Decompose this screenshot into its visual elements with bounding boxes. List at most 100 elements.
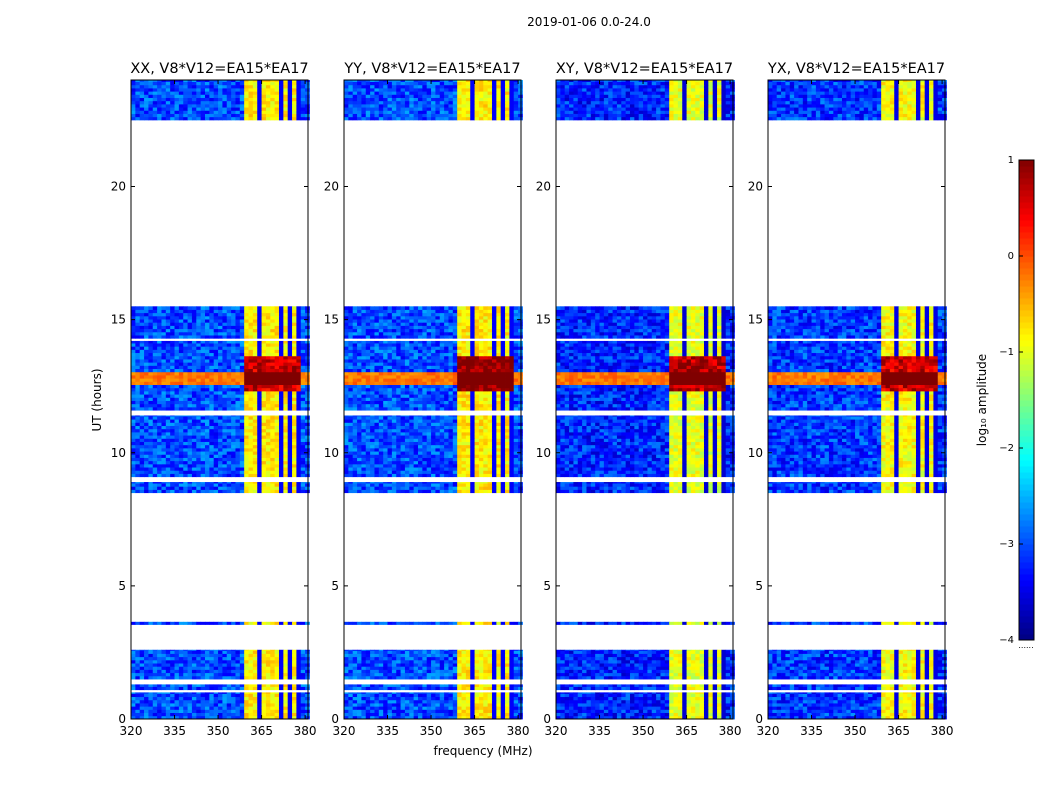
heatmap-cell (218, 428, 223, 433)
heatmap-cell (426, 669, 432, 674)
heatmap-cell (144, 397, 149, 401)
heatmap-cell (174, 419, 180, 423)
heatmap-cell (165, 460, 171, 465)
heatmap-cell (218, 375, 223, 379)
heatmap-cell (161, 659, 167, 664)
heatmap-cell (235, 378, 241, 382)
heatmap-cell (135, 319, 141, 323)
heatmap-cell (170, 703, 175, 707)
heatmap-cell (178, 80, 184, 82)
heatmap-cell (300, 415, 306, 417)
heatmap-cell (191, 87, 197, 92)
heatmap-cell (305, 378, 310, 382)
heatmap-cell (178, 403, 184, 408)
heatmap-cell (265, 406, 271, 411)
heatmap-cell (252, 365, 258, 370)
heatmap-cell (157, 684, 162, 687)
heatmap-cell (218, 656, 223, 661)
heatmap-cell (461, 473, 467, 478)
heatmap-cell (292, 116, 297, 121)
heatmap-cell (465, 486, 471, 490)
heatmap-cell (139, 415, 145, 417)
heatmap-cell (487, 712, 493, 717)
heatmap-cell (518, 703, 523, 707)
heatmap-cell (235, 110, 241, 114)
heatmap-cell (274, 672, 280, 677)
heatmap-cell (500, 486, 506, 490)
heatmap-cell (270, 306, 276, 310)
heatmap-cell (278, 422, 284, 426)
heatmap-cell (209, 340, 215, 344)
heatmap-cell (204, 312, 210, 317)
heatmap-cell (161, 473, 167, 478)
heatmap-cell (157, 441, 162, 446)
heatmap-cell (287, 400, 293, 405)
heatmap-cell (178, 309, 184, 314)
heatmap-cell (148, 315, 154, 320)
heatmap-cell (231, 306, 236, 310)
heatmap-cell (396, 692, 401, 694)
heatmap-cell (261, 100, 267, 105)
heatmap-cell (257, 368, 262, 373)
heatmap-cell (448, 672, 454, 677)
heatmap-cell (161, 97, 167, 102)
heatmap-cell (148, 482, 154, 484)
heatmap-cell (148, 368, 154, 373)
heatmap-cell (222, 669, 228, 674)
heatmap-cell (222, 649, 228, 651)
heatmap-cell (157, 355, 162, 360)
heatmap-cell (287, 319, 293, 323)
heatmap-cell (404, 669, 410, 674)
heatmap-cell (409, 715, 415, 720)
heatmap-cell (300, 460, 306, 465)
heatmap-cell (148, 355, 154, 360)
heatmap-cell (235, 416, 241, 420)
heatmap-cell (165, 483, 171, 487)
heatmap-cell (170, 669, 175, 674)
heatmap-cell (278, 91, 284, 95)
heatmap-cell (270, 482, 276, 484)
heatmap-cell (270, 113, 276, 118)
heatmap-cell (444, 686, 449, 691)
heatmap-cell (244, 406, 249, 411)
heatmap-cell (435, 669, 441, 674)
heatmap-cell (231, 343, 236, 347)
heatmap-cell (287, 416, 293, 420)
heatmap-cell (131, 309, 136, 314)
heatmap-cell (296, 467, 302, 471)
heatmap-cell (444, 666, 449, 670)
heatmap-cell (165, 444, 171, 449)
heatmap-cell (144, 325, 149, 330)
heatmap-cell (218, 699, 223, 704)
heatmap-cell (152, 87, 158, 92)
heatmap-cell (144, 113, 149, 118)
heatmap-cell (296, 349, 302, 354)
heatmap-cell (252, 116, 258, 121)
heatmap-cell (218, 103, 223, 108)
heatmap-cell (244, 441, 249, 446)
heatmap-cell (178, 693, 184, 698)
heatmap-cell (148, 397, 154, 401)
heatmap-cell (365, 693, 371, 698)
heatmap-cell (144, 699, 149, 704)
heatmap-cell (305, 441, 310, 446)
heatmap-cell (365, 489, 371, 494)
heatmap-cell (496, 663, 502, 667)
heatmap-cell (157, 656, 162, 661)
heatmap-cell (292, 322, 297, 326)
heatmap-cell (426, 706, 432, 710)
heatmap-cell (248, 659, 254, 664)
heatmap-cell (357, 709, 362, 714)
heatmap-cell (457, 653, 462, 658)
heatmap-cell (426, 684, 432, 687)
heatmap-cell (270, 415, 276, 417)
heatmap-cell (391, 663, 397, 667)
heatmap-cell (204, 709, 210, 714)
heatmap-cell (161, 463, 167, 468)
heatmap-cell (252, 355, 258, 360)
heatmap-cell (278, 447, 284, 452)
heatmap-cell (183, 81, 188, 86)
heatmap-cell (518, 483, 523, 487)
heatmap-cell (409, 482, 415, 484)
heatmap-cell (478, 672, 484, 677)
